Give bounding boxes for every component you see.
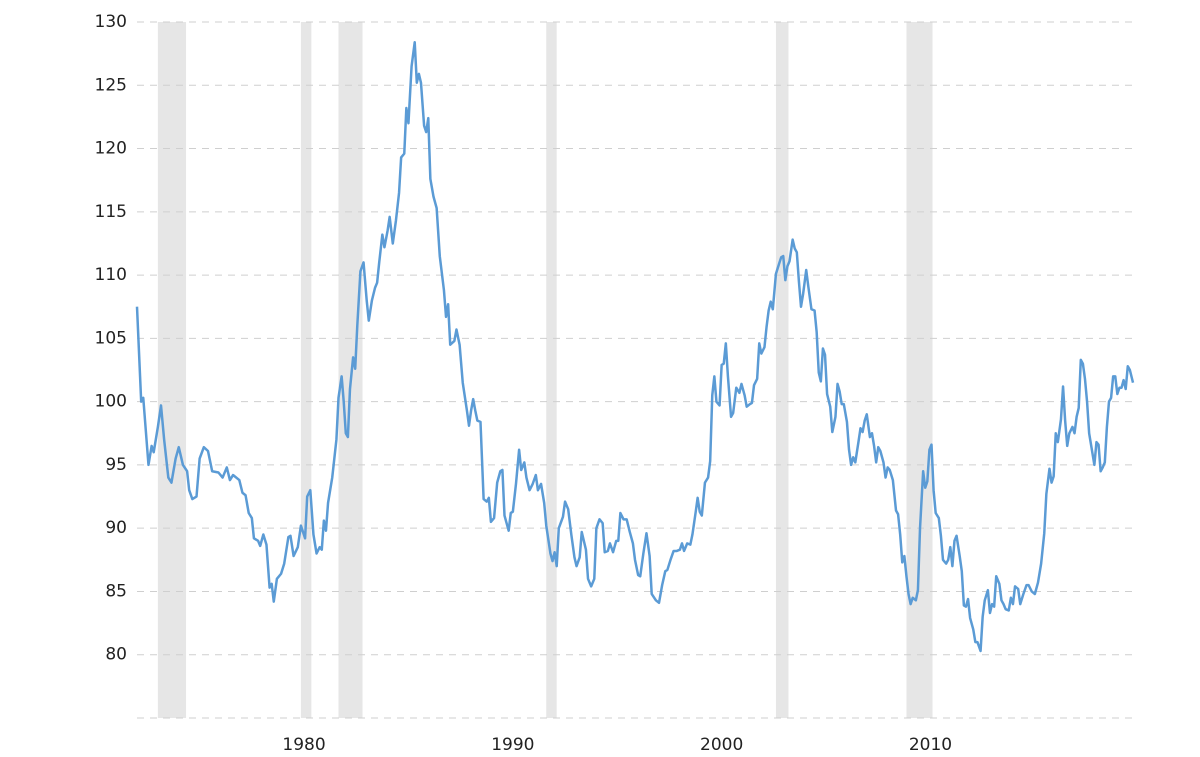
x-tick-label: 2010 (909, 735, 952, 755)
y-tick-label: 100 (95, 392, 127, 412)
y-tick-label: 110 (95, 265, 127, 285)
recession-band (338, 22, 363, 718)
x-tick-label: 2000 (700, 735, 743, 755)
y-tick-label: 85 (105, 581, 127, 601)
recession-band (546, 22, 557, 718)
y-tick-label: 95 (105, 455, 127, 475)
y-tick-label: 105 (95, 328, 127, 348)
y-tick-label: 80 (105, 645, 127, 665)
y-tick-label: 130 (95, 12, 127, 32)
y-tick-label: 125 (95, 75, 127, 95)
recession-band (300, 22, 312, 718)
y-tick-label: 115 (95, 202, 127, 222)
y-tick-label: 90 (105, 518, 127, 538)
recession-band (906, 22, 933, 718)
x-tick-label: 1990 (491, 735, 534, 755)
y-tick-label: 120 (95, 139, 127, 159)
data-line (135, 41, 1135, 653)
recession-band (157, 22, 187, 718)
x-tick-label: 1980 (282, 735, 325, 755)
recession-band (775, 22, 789, 718)
